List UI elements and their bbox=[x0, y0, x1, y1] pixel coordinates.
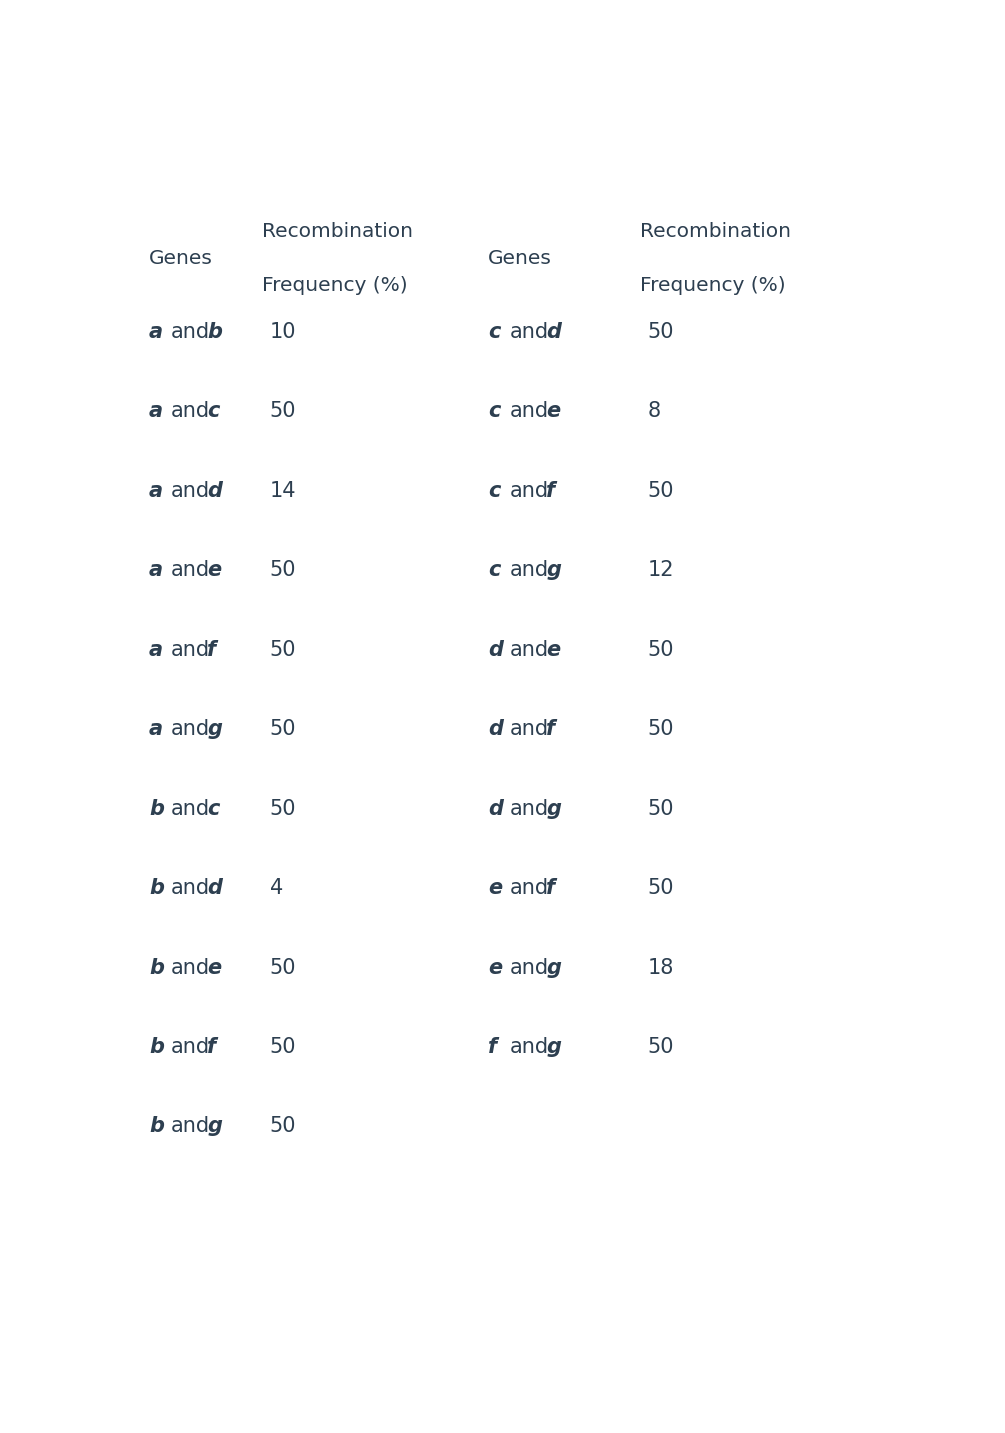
Text: f: f bbox=[487, 1037, 496, 1058]
Text: and: and bbox=[171, 878, 210, 898]
Text: b: b bbox=[149, 1116, 164, 1136]
Text: and: and bbox=[510, 878, 549, 898]
Text: Recombination: Recombination bbox=[262, 222, 413, 241]
Text: 50: 50 bbox=[269, 1116, 296, 1136]
Text: f: f bbox=[547, 481, 556, 502]
Text: c: c bbox=[487, 481, 500, 502]
Text: and: and bbox=[171, 560, 210, 580]
Text: c: c bbox=[207, 401, 220, 421]
Text: and: and bbox=[510, 560, 549, 580]
Text: d: d bbox=[207, 878, 222, 898]
Text: 18: 18 bbox=[647, 957, 673, 977]
Text: c: c bbox=[207, 798, 220, 818]
Text: e: e bbox=[487, 878, 501, 898]
Text: d: d bbox=[487, 639, 502, 659]
Text: 50: 50 bbox=[269, 639, 296, 659]
Text: d: d bbox=[487, 798, 502, 818]
Text: g: g bbox=[547, 798, 561, 818]
Text: d: d bbox=[487, 719, 502, 739]
Text: Recombination: Recombination bbox=[640, 222, 791, 241]
Text: g: g bbox=[547, 957, 561, 977]
Text: g: g bbox=[207, 1116, 222, 1136]
Text: f: f bbox=[207, 1037, 216, 1058]
Text: b: b bbox=[149, 878, 164, 898]
Text: and: and bbox=[171, 481, 210, 502]
Text: e: e bbox=[547, 639, 561, 659]
Text: 50: 50 bbox=[269, 401, 296, 421]
Text: and: and bbox=[510, 481, 549, 502]
Text: d: d bbox=[207, 481, 222, 502]
Text: 12: 12 bbox=[647, 560, 674, 580]
Text: and: and bbox=[510, 719, 549, 739]
Text: f: f bbox=[207, 639, 216, 659]
Text: a: a bbox=[149, 322, 163, 342]
Text: e: e bbox=[487, 957, 501, 977]
Text: 50: 50 bbox=[269, 1037, 296, 1058]
Text: and: and bbox=[171, 957, 210, 977]
Text: Genes: Genes bbox=[487, 249, 552, 268]
Text: c: c bbox=[487, 401, 500, 421]
Text: a: a bbox=[149, 719, 163, 739]
Text: Frequency (%): Frequency (%) bbox=[262, 275, 408, 295]
Text: e: e bbox=[207, 560, 221, 580]
Text: 50: 50 bbox=[647, 639, 674, 659]
Text: and: and bbox=[171, 401, 210, 421]
Text: g: g bbox=[207, 719, 222, 739]
Text: and: and bbox=[510, 798, 549, 818]
Text: 4: 4 bbox=[269, 878, 283, 898]
Text: b: b bbox=[149, 957, 164, 977]
Text: and: and bbox=[171, 1116, 210, 1136]
Text: b: b bbox=[149, 1037, 164, 1058]
Text: and: and bbox=[510, 639, 549, 659]
Text: e: e bbox=[547, 401, 561, 421]
Text: a: a bbox=[149, 401, 163, 421]
Text: and: and bbox=[171, 1037, 210, 1058]
Text: d: d bbox=[547, 322, 561, 342]
Text: a: a bbox=[149, 560, 163, 580]
Text: g: g bbox=[547, 1037, 561, 1058]
Text: f: f bbox=[547, 878, 556, 898]
Text: 50: 50 bbox=[647, 1037, 674, 1058]
Text: and: and bbox=[171, 639, 210, 659]
Text: 50: 50 bbox=[647, 878, 674, 898]
Text: e: e bbox=[207, 957, 221, 977]
Text: 50: 50 bbox=[647, 798, 674, 818]
Text: 14: 14 bbox=[269, 481, 296, 502]
Text: a: a bbox=[149, 639, 163, 659]
Text: b: b bbox=[149, 798, 164, 818]
Text: a: a bbox=[149, 481, 163, 502]
Text: g: g bbox=[547, 560, 561, 580]
Text: b: b bbox=[207, 322, 222, 342]
Text: and: and bbox=[171, 798, 210, 818]
Text: 10: 10 bbox=[269, 322, 296, 342]
Text: c: c bbox=[487, 322, 500, 342]
Text: and: and bbox=[171, 719, 210, 739]
Text: 8: 8 bbox=[647, 401, 660, 421]
Text: 50: 50 bbox=[647, 322, 674, 342]
Text: 50: 50 bbox=[269, 957, 296, 977]
Text: Frequency (%): Frequency (%) bbox=[640, 275, 785, 295]
Text: and: and bbox=[510, 401, 549, 421]
Text: c: c bbox=[487, 560, 500, 580]
Text: 50: 50 bbox=[647, 719, 674, 739]
Text: 50: 50 bbox=[647, 481, 674, 502]
Text: and: and bbox=[171, 322, 210, 342]
Text: 50: 50 bbox=[269, 798, 296, 818]
Text: 50: 50 bbox=[269, 719, 296, 739]
Text: f: f bbox=[547, 719, 556, 739]
Text: Genes: Genes bbox=[149, 249, 213, 268]
Text: 50: 50 bbox=[269, 560, 296, 580]
Text: and: and bbox=[510, 957, 549, 977]
Text: and: and bbox=[510, 1037, 549, 1058]
Text: and: and bbox=[510, 322, 549, 342]
